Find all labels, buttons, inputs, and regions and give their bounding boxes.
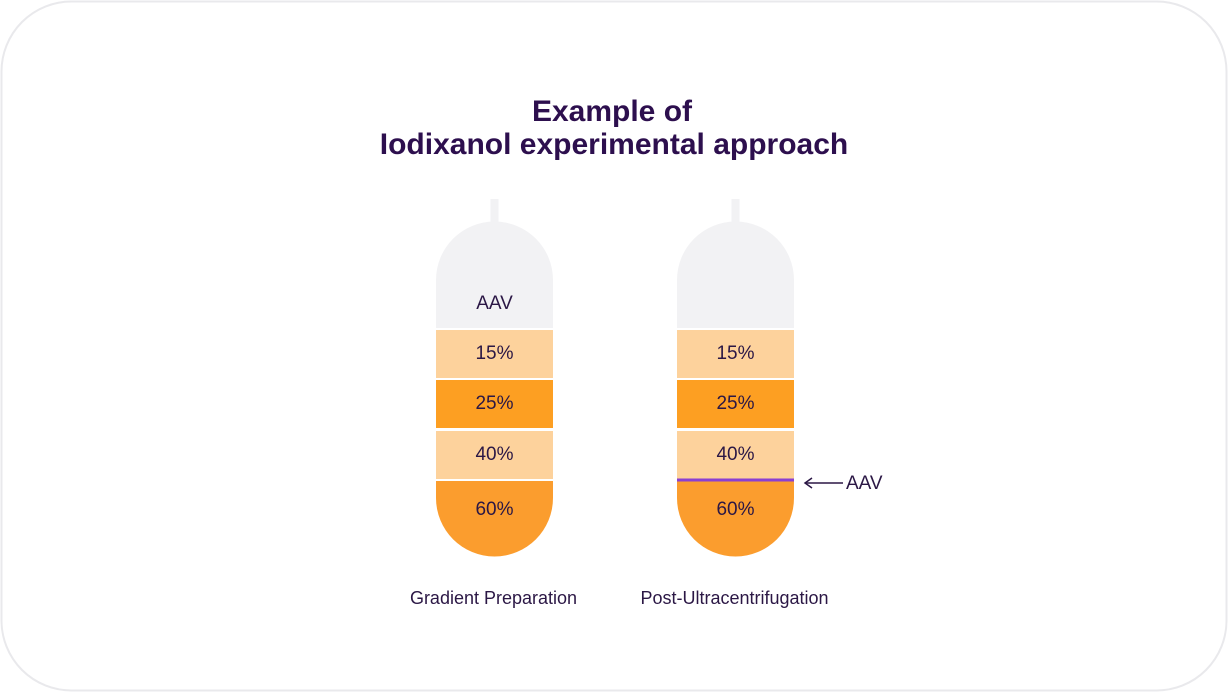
title-line: Iodixanol experimental approach bbox=[380, 128, 848, 161]
layer-label: 60% bbox=[716, 499, 754, 520]
tube-top bbox=[436, 221, 553, 328]
layer-label: 25% bbox=[716, 393, 754, 414]
layer-label: 40% bbox=[475, 444, 513, 465]
layer bbox=[677, 380, 794, 428]
layer bbox=[436, 330, 553, 378]
layer-label: 40% bbox=[716, 444, 754, 465]
tube-stem bbox=[731, 199, 740, 225]
tube-stem bbox=[490, 199, 499, 225]
tubes: 15% 25% 40% 60% AAV Gradient Preparation 15% 25… bbox=[410, 199, 883, 608]
layer-label: 25% bbox=[475, 393, 513, 414]
layer bbox=[677, 481, 794, 557]
arrow-head bbox=[803, 477, 813, 489]
layer-label: 60% bbox=[475, 499, 513, 520]
layer bbox=[436, 380, 553, 428]
caption: Post-Ultracentrifugation bbox=[640, 588, 828, 608]
tube-top bbox=[677, 221, 794, 328]
title-line: Example of bbox=[532, 95, 693, 128]
layer bbox=[677, 330, 794, 378]
marker-label: AAV bbox=[846, 473, 883, 494]
layer bbox=[436, 481, 553, 557]
layer-label: 15% bbox=[716, 343, 754, 364]
layer bbox=[436, 431, 553, 479]
layer bbox=[677, 431, 794, 479]
layer-label: 15% bbox=[475, 343, 513, 364]
top-label: AAV bbox=[476, 293, 513, 314]
caption: Gradient Preparation bbox=[410, 588, 577, 608]
